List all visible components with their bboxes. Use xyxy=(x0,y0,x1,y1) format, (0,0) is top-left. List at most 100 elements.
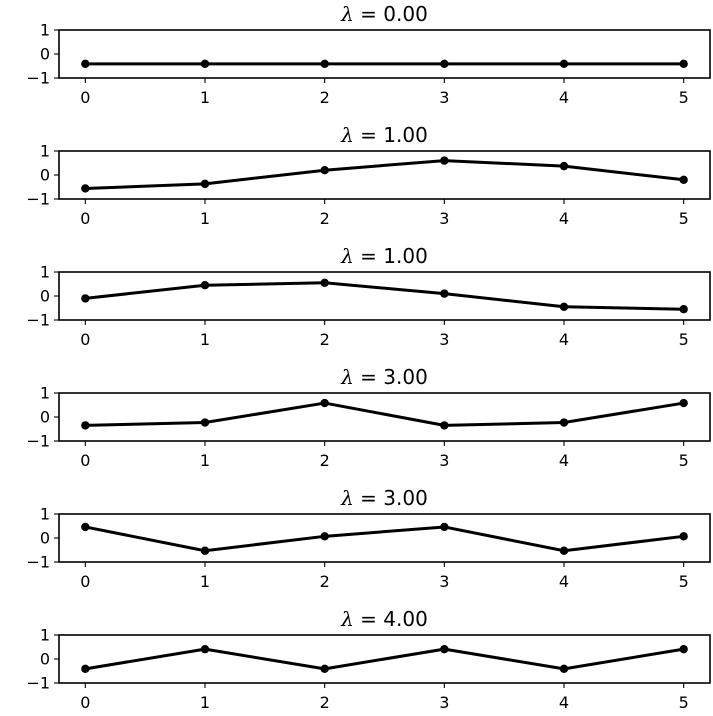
y-tick-label: 0 xyxy=(40,408,50,427)
x-tick-label: 3 xyxy=(439,572,449,591)
y-tick-label: 1 xyxy=(40,21,50,40)
subplot-title: λ = 0.00 xyxy=(340,2,428,26)
data-point xyxy=(679,644,688,654)
title-value: = 3.00 xyxy=(354,486,428,510)
y-tick-label: 0 xyxy=(40,287,50,306)
data-point xyxy=(200,418,210,427)
subplot-3: λ = 1.00 1 0 −1 0 1 2 3 4 5 xyxy=(26,244,711,349)
data-point xyxy=(81,184,90,193)
x-tick-label: 5 xyxy=(679,451,689,470)
y-tick-label: 1 xyxy=(40,626,50,645)
x-tick-label: 2 xyxy=(320,693,330,712)
data-point xyxy=(679,305,688,314)
y-tick-label: 0 xyxy=(40,650,50,669)
data-point xyxy=(320,59,329,69)
x-tick-label: 4 xyxy=(559,693,569,712)
x-tick-label: 4 xyxy=(559,572,569,591)
data-point xyxy=(559,302,569,311)
axes-frame xyxy=(58,513,711,563)
data-point xyxy=(200,59,210,69)
data-point xyxy=(679,532,688,541)
y-tick-label: 1 xyxy=(40,384,50,403)
x-tick-label: 2 xyxy=(320,572,330,591)
x-tick-label: 5 xyxy=(679,330,689,349)
subplot-title: λ = 3.00 xyxy=(340,365,428,389)
data-point xyxy=(679,59,688,69)
x-tick-label: 1 xyxy=(200,572,210,591)
series-line xyxy=(85,525,684,553)
x-tick-label: 4 xyxy=(559,330,569,349)
x-tick-label: 0 xyxy=(80,693,90,712)
series-line xyxy=(85,281,684,311)
x-tick-label: 3 xyxy=(439,451,449,470)
x-tick-label: 4 xyxy=(559,451,569,470)
x-tick-label: 5 xyxy=(679,572,689,591)
x-tick-label: 0 xyxy=(80,572,90,591)
x-tick-label: 2 xyxy=(320,330,330,349)
subplot-1: λ = 0.00 1 0 −1 0 1 2 3 4 5 xyxy=(26,2,711,107)
title-symbol: λ xyxy=(340,486,354,510)
axes-frame xyxy=(58,271,711,321)
data-point xyxy=(200,644,210,654)
data-point xyxy=(440,156,449,165)
series-line xyxy=(85,647,684,671)
data-point xyxy=(200,546,210,555)
subplot-title: λ = 1.00 xyxy=(340,123,428,147)
subplot-4: λ = 3.00 1 0 −1 0 1 2 3 4 5 xyxy=(26,365,711,470)
subplot-title: λ = 4.00 xyxy=(340,607,428,631)
x-tick-label: 2 xyxy=(320,88,330,107)
y-tick-label: −1 xyxy=(26,432,50,451)
x-tick-label: 3 xyxy=(439,88,449,107)
y-tick-label: −1 xyxy=(26,69,50,88)
subplot-title: λ = 3.00 xyxy=(340,486,428,510)
y-tick-label: 1 xyxy=(40,263,50,282)
title-value: = 1.00 xyxy=(354,123,428,147)
data-point xyxy=(440,522,449,532)
title-value: = 0.00 xyxy=(354,2,428,26)
series-line xyxy=(85,159,684,190)
title-symbol: λ xyxy=(340,607,354,631)
data-point xyxy=(679,175,688,184)
data-point xyxy=(81,421,90,430)
data-point xyxy=(81,664,90,674)
data-point xyxy=(81,522,90,532)
y-tick-label: −1 xyxy=(26,553,50,572)
data-point xyxy=(320,398,329,408)
data-point xyxy=(440,289,449,298)
axes-frame xyxy=(58,29,711,79)
x-tick-label: 3 xyxy=(439,209,449,228)
subplot-title: λ = 1.00 xyxy=(340,244,428,268)
title-symbol: λ xyxy=(340,2,354,26)
data-point xyxy=(320,532,329,541)
data-point xyxy=(559,418,569,427)
y-tick-label: −1 xyxy=(26,674,50,693)
x-tick-label: 1 xyxy=(200,209,210,228)
title-value: = 3.00 xyxy=(354,365,428,389)
x-tick-label: 2 xyxy=(320,209,330,228)
x-tick-label: 5 xyxy=(679,693,689,712)
y-tick-label: 1 xyxy=(40,505,50,524)
title-symbol: λ xyxy=(340,365,354,389)
axes-frame xyxy=(58,392,711,442)
x-tick-label: 5 xyxy=(679,209,689,228)
data-point xyxy=(679,398,688,408)
title-value: = 4.00 xyxy=(354,607,428,631)
data-point xyxy=(200,281,210,290)
data-point xyxy=(81,294,90,303)
data-point xyxy=(320,166,329,175)
data-point xyxy=(559,546,569,555)
subplot-6: λ = 4.00 1 0 −1 0 1 2 3 4 5 xyxy=(26,607,711,712)
title-value: = 1.00 xyxy=(354,244,428,268)
x-tick-label: 4 xyxy=(559,88,569,107)
x-tick-label: 0 xyxy=(80,330,90,349)
data-point xyxy=(440,59,449,69)
data-point xyxy=(440,421,449,430)
data-point xyxy=(320,664,329,674)
data-point xyxy=(200,179,210,189)
y-tick-label: 0 xyxy=(40,529,50,548)
data-point xyxy=(320,278,329,287)
y-tick-label: 0 xyxy=(40,166,50,185)
data-point xyxy=(559,664,569,674)
series-line xyxy=(85,401,684,427)
